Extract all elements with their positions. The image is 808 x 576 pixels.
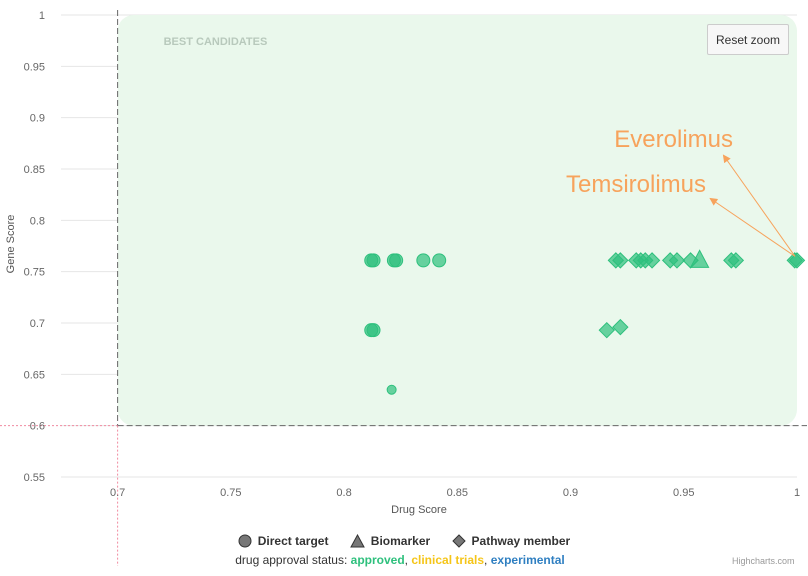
annotation-label: Temsirolimus bbox=[566, 171, 706, 198]
legend-label: Biomarker bbox=[370, 534, 431, 548]
y-tick-label: 0.75 bbox=[24, 267, 45, 279]
status-clinical-trials: clinical trials bbox=[411, 553, 485, 567]
point-direct-target bbox=[389, 253, 404, 268]
y-tick-label: 0.9 bbox=[30, 113, 45, 125]
point-direct-target bbox=[416, 253, 431, 268]
approval-status-key: drug approval status: approved, clinical… bbox=[0, 553, 800, 567]
status-separator: , bbox=[484, 553, 488, 567]
x-tick-label: 0.75 bbox=[220, 487, 241, 499]
y-tick-label: 1 bbox=[39, 10, 45, 22]
point-pathway-member bbox=[643, 252, 661, 269]
x-tick-label: 0.9 bbox=[563, 487, 578, 499]
status-separator: , bbox=[404, 553, 408, 567]
x-tick-label: 1 bbox=[794, 487, 800, 499]
y-axis-label: Gene Score bbox=[5, 215, 17, 274]
diamond-icon bbox=[451, 534, 466, 548]
status-approved: approved bbox=[350, 553, 405, 567]
y-tick-label: 0.85 bbox=[24, 164, 45, 176]
triangle-icon bbox=[349, 534, 365, 548]
legend: Direct target Biomarker Pathway member bbox=[0, 534, 808, 551]
y-tick-label: 0.65 bbox=[24, 369, 45, 381]
legend-item-biomarker[interactable]: Biomarker bbox=[349, 534, 431, 548]
legend-item-pathway-member[interactable]: Pathway member bbox=[451, 534, 571, 548]
x-tick-label: 0.85 bbox=[447, 487, 468, 499]
point-direct-target bbox=[432, 253, 447, 268]
point-pathway-member bbox=[598, 321, 615, 339]
circle-icon bbox=[238, 534, 252, 548]
y-tick-label: 0.6 bbox=[30, 421, 45, 433]
x-tick-label: 0.95 bbox=[673, 487, 694, 499]
y-axis-ticks: 0.55 0.6 0.65 0.7 0.75 0.8 0.85 0.9 0.95 1 bbox=[24, 10, 45, 484]
threshold-lines bbox=[0, 10, 807, 566]
point-pathway-member bbox=[727, 252, 745, 269]
point-pathway-member bbox=[788, 252, 806, 269]
credits-link[interactable]: Highcharts.com bbox=[732, 556, 795, 566]
legend-label: Pathway member bbox=[471, 534, 571, 548]
region-label: BEST CANDIDATES bbox=[164, 36, 268, 48]
point-direct-target bbox=[386, 384, 397, 395]
data-points bbox=[364, 249, 806, 395]
point-pathway-member bbox=[612, 318, 629, 336]
y-tick-label: 0.55 bbox=[24, 472, 45, 484]
annotations: Everolimus Temsirolimus bbox=[566, 126, 796, 257]
status-experimental: experimental bbox=[490, 553, 565, 567]
legend-item-direct-target[interactable]: Direct target bbox=[238, 534, 329, 548]
annotation-label: Everolimus bbox=[614, 126, 733, 153]
x-tick-label: 0.7 bbox=[110, 487, 125, 499]
point-direct-target bbox=[366, 253, 381, 268]
best-candidates-region bbox=[117, 15, 798, 426]
reset-zoom-button[interactable]: Reset zoom bbox=[707, 24, 789, 55]
legend-label: Direct target bbox=[257, 534, 329, 548]
x-axis-label: Drug Score bbox=[391, 504, 447, 516]
x-tick-label: 0.8 bbox=[336, 487, 351, 499]
point-pathway-member bbox=[682, 252, 699, 269]
status-prefix: drug approval status: bbox=[235, 553, 348, 567]
annotation-arrow bbox=[722, 154, 796, 257]
x-axis-ticks: 0.7 0.75 0.8 0.85 0.9 0.95 1 bbox=[110, 487, 800, 499]
point-pathway-member bbox=[668, 252, 686, 269]
y-tick-label: 0.8 bbox=[30, 215, 45, 227]
point-direct-target bbox=[366, 323, 381, 338]
y-tick-label: 0.95 bbox=[24, 61, 45, 73]
annotation-arrow bbox=[709, 197, 796, 257]
point-pathway-member bbox=[612, 252, 629, 269]
y-tick-label: 0.7 bbox=[30, 318, 45, 330]
